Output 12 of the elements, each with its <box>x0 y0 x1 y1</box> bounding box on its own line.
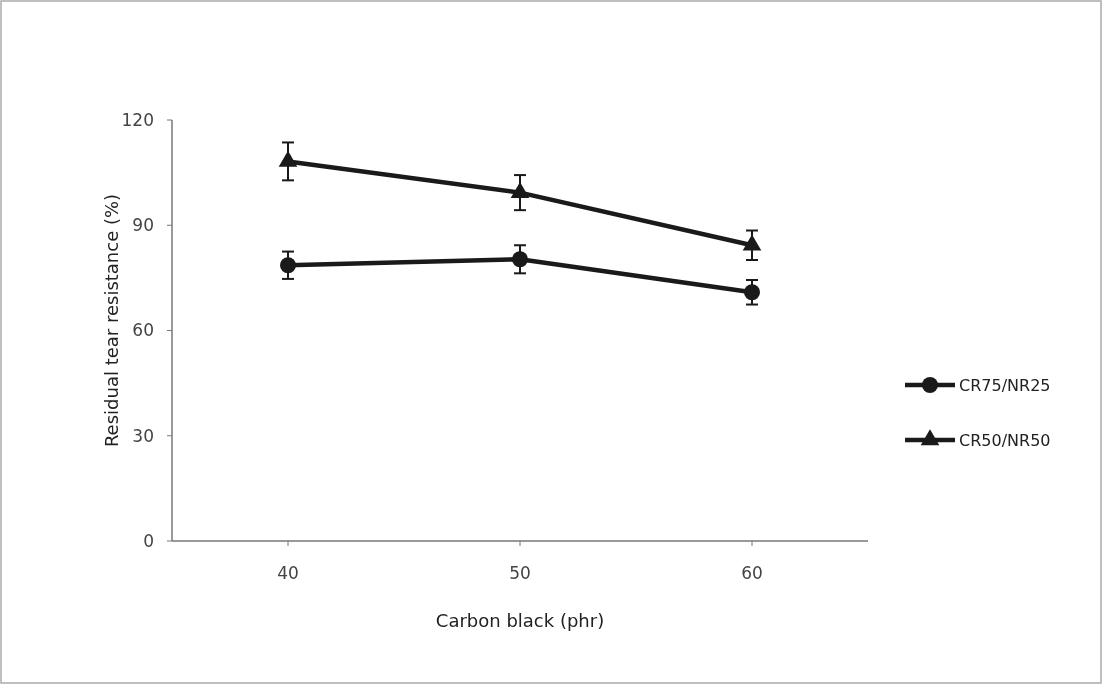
y-axis-title: Residual tear resistance (%) <box>101 193 122 448</box>
y-tick-label: 60 <box>132 320 154 341</box>
legend-label: CR50/NR50 <box>959 430 1051 450</box>
x-axis-title: Carbon black (phr) <box>435 610 605 631</box>
y-tick-label: 90 <box>132 215 154 236</box>
y-tick-label: 120 <box>121 109 154 130</box>
x-tick-label: 50 <box>509 563 531 583</box>
legend-label: CR75/NR25 <box>959 375 1051 395</box>
x-tick-label: 40 <box>277 563 299 583</box>
x-tick-label: 60 <box>741 563 763 583</box>
y-tick-label: 30 <box>132 425 154 446</box>
y-tick-label: 0 <box>143 530 154 551</box>
